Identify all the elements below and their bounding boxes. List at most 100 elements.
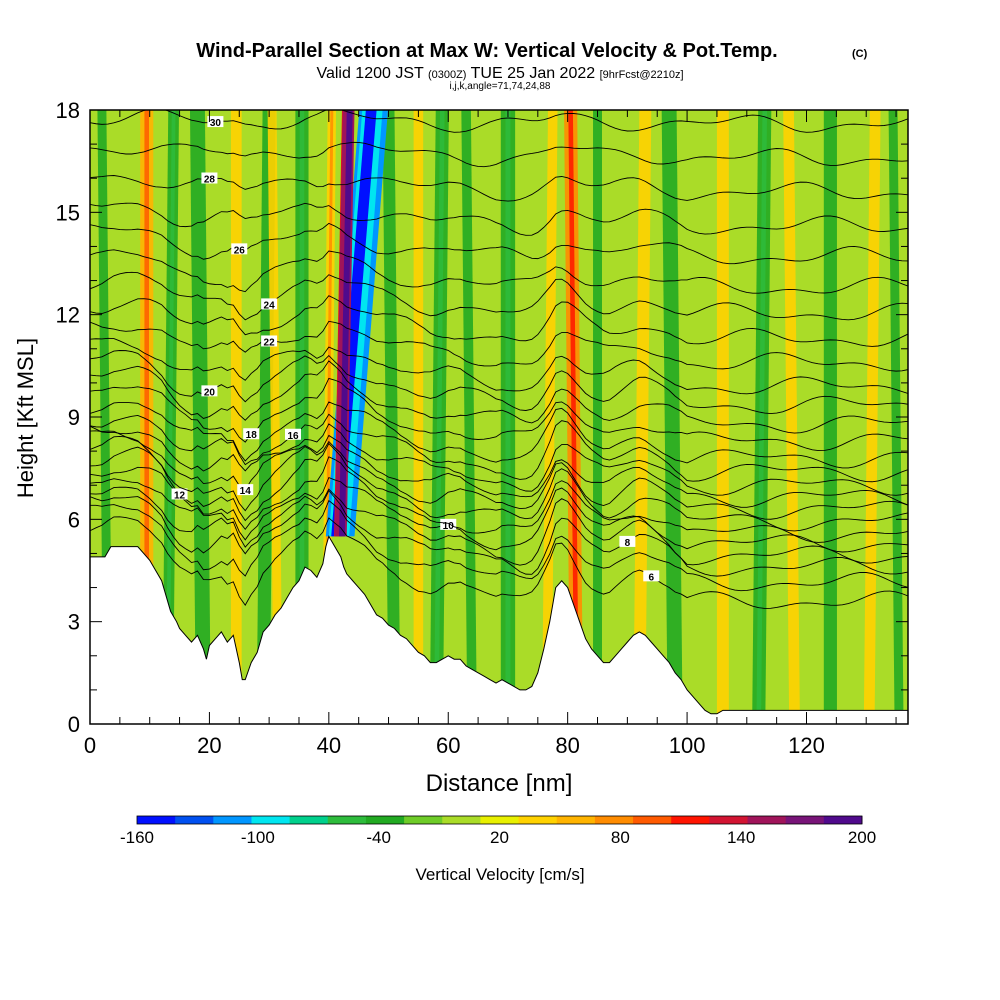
colorbar-swatch xyxy=(251,816,291,824)
colorbar-tick-label: 140 xyxy=(727,828,755,847)
theta-label: 28 xyxy=(204,174,216,185)
colorbar-tick-label: -160 xyxy=(120,828,154,847)
chart-title: Wind-Parallel Section at Max W: Vertical… xyxy=(196,40,777,62)
theta-label-bg xyxy=(243,428,260,440)
theta-contour xyxy=(90,377,908,452)
x-tick-label: 100 xyxy=(669,733,706,758)
chart-subtitle: Valid 1200 JST (0300Z) TUE 25 Jan 2022 [… xyxy=(316,65,683,82)
colorbar-tick-label: -40 xyxy=(366,828,391,847)
theta-contour xyxy=(90,430,908,508)
theta-contour xyxy=(90,249,908,294)
theta-label-bg xyxy=(440,518,457,530)
velocity-column-core xyxy=(756,110,768,724)
colorbar-swatch xyxy=(365,816,405,824)
colorbar-swatch xyxy=(747,816,787,824)
theta-label: 8 xyxy=(625,538,631,549)
colorbar-swatch xyxy=(327,816,367,824)
theta-label: 14 xyxy=(240,486,252,497)
y-axis-label: Height [Kft MSL] xyxy=(13,338,38,498)
theta-contour xyxy=(90,442,908,532)
x-tick-label: 0 xyxy=(84,733,96,758)
theta-label: 20 xyxy=(204,387,216,398)
theta-contour xyxy=(90,141,908,168)
theta-contour xyxy=(90,413,908,483)
colorbar: -160 -100 -40 20 80 140 200 xyxy=(120,815,876,847)
colorbar-tick-label: 200 xyxy=(848,828,876,847)
subtitle-date: TUE 25 Jan 2022 xyxy=(471,65,596,82)
colorbar-tick-label: 80 xyxy=(611,828,630,847)
velocity-column xyxy=(863,110,881,724)
theta-contour xyxy=(90,202,908,236)
x-axis-label: Distance [nm] xyxy=(426,770,573,797)
velocity-column-core xyxy=(568,110,579,724)
theta-contour xyxy=(90,337,908,395)
velocity-column-core xyxy=(505,110,511,724)
axes: 0 20 40 60 80 100 120 0 3 6 9 12 15 18 xyxy=(56,98,908,758)
colorbar-label: Vertical Velocity [cm/s] xyxy=(415,865,584,884)
y-tick-label: 3 xyxy=(68,610,80,635)
colorbar-swatch xyxy=(289,816,329,824)
subtitle-utc: (0300Z) xyxy=(428,69,467,81)
theta-label-bg xyxy=(619,535,636,547)
theta-label-bg xyxy=(207,116,224,128)
x-tick-label: 40 xyxy=(317,733,341,758)
velocity-column xyxy=(593,110,602,724)
colorbar-swatch xyxy=(442,816,481,824)
colorbar-swatch xyxy=(480,816,520,824)
subtitle-valid: Valid 1200 JST xyxy=(316,65,424,82)
velocity-column xyxy=(382,110,401,724)
velocity-column xyxy=(413,110,424,724)
theta-contour xyxy=(90,499,908,592)
terrain-mask xyxy=(90,535,908,724)
theta-label: 26 xyxy=(234,245,246,256)
theta-label-bg xyxy=(231,243,248,255)
theta-contour xyxy=(90,486,908,566)
colorbar-swatch xyxy=(633,816,672,824)
colorbar-swatch xyxy=(175,816,214,824)
x-tick-label: 20 xyxy=(197,733,221,758)
theta-label-bg xyxy=(201,385,218,397)
velocity-column xyxy=(783,110,800,724)
theta-label-bg xyxy=(261,298,278,310)
velocity-column xyxy=(823,110,837,724)
y-tick-label: 12 xyxy=(56,303,80,328)
x-tick-label: 120 xyxy=(788,733,825,758)
y-tick-label: 15 xyxy=(56,200,80,225)
theta-contour xyxy=(90,110,908,133)
theta-label-bg xyxy=(201,172,218,184)
colorbar-tick-label: 20 xyxy=(490,828,509,847)
colorbar-swatch xyxy=(671,816,710,824)
theta-label-bg xyxy=(285,428,302,440)
colorbar-swatch xyxy=(594,816,634,824)
theta-contour xyxy=(90,489,908,577)
chart-subtitle-indices: i,j,k,angle=71,74,24,88 xyxy=(450,81,551,92)
theta-contour xyxy=(90,456,908,543)
updraft-core xyxy=(338,110,353,537)
theta-contour xyxy=(90,295,908,347)
colorbar-swatch xyxy=(404,816,443,824)
theta-contour xyxy=(90,516,908,609)
theta-label: 24 xyxy=(264,300,276,311)
velocity-column xyxy=(716,110,729,724)
x-tick-label: 80 xyxy=(555,733,579,758)
colorbar-swatch xyxy=(213,816,252,824)
theta-label: 16 xyxy=(287,431,299,442)
colorbar-tick-label: -100 xyxy=(241,828,275,847)
theta-label: 12 xyxy=(174,490,186,501)
x-tick-label: 60 xyxy=(436,733,460,758)
updraft-downdraft-cores xyxy=(325,110,388,537)
theta-contour xyxy=(90,222,908,265)
y-tick-label: 6 xyxy=(68,507,80,532)
plot-area: 6 8 10 12 14 16 18 20 22 24 26 28 30 xyxy=(90,110,908,724)
theta-label-bg xyxy=(171,488,188,500)
theta-label: 18 xyxy=(246,430,258,441)
velocity-column xyxy=(661,110,683,724)
theta-contour xyxy=(90,423,908,496)
subtitle-forecast: [9hrFcst@2210z] xyxy=(600,69,684,81)
theta-contour xyxy=(90,401,908,469)
velocity-column xyxy=(541,110,558,724)
theta-label: 30 xyxy=(210,118,222,129)
velocity-column xyxy=(189,110,211,724)
theta-contour xyxy=(90,271,908,321)
